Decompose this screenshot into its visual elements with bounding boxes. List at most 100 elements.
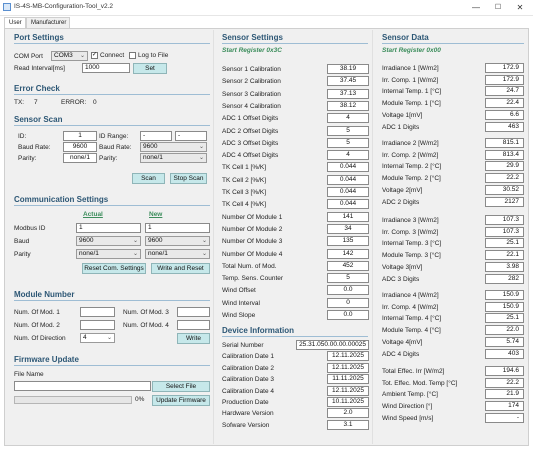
parity-actual-select[interactable]: none/1 ⌄: [76, 249, 141, 259]
scan-id-field[interactable]: 1: [63, 131, 97, 141]
scan-baud-select[interactable]: 9600 ⌄: [140, 142, 207, 152]
mod3-input[interactable]: [177, 307, 210, 317]
sensor-setting-row-2-value[interactable]: 37.13: [327, 88, 369, 99]
sensor-data-g4-r0-value[interactable]: 194.6: [485, 366, 524, 376]
baud-actual-select[interactable]: 9600 ⌄: [76, 236, 141, 246]
sensor-data-g1-r1-value[interactable]: 813.4: [485, 149, 524, 160]
sensor-data-g4-r2-value[interactable]: 21.9: [485, 389, 524, 400]
sensor-setting-row-11-value[interactable]: 0.044: [327, 199, 369, 210]
sensor-data-g3-r2-value[interactable]: 25.1: [485, 313, 524, 324]
sensor-data-g2-r3-value[interactable]: 22.1: [485, 250, 524, 261]
sensor-data-g2-r2-value[interactable]: 25.1: [485, 238, 524, 249]
sensor-setting-row-16-value[interactable]: 452: [327, 260, 369, 271]
sensor-setting-row-13-value[interactable]: 34: [327, 223, 369, 234]
sensor-data-g0-r2-value[interactable]: 24.7: [485, 86, 524, 97]
sensor-setting-row-10-value[interactable]: 0.044: [327, 187, 369, 197]
direction-select[interactable]: 4 ⌄: [80, 333, 115, 343]
sensor-data-g1-r4-value[interactable]: 30.52: [485, 184, 524, 195]
device-info-row-1-value[interactable]: 12.11.2025: [327, 351, 369, 362]
minimize-button[interactable]: —: [472, 3, 480, 12]
maximize-button[interactable]: ☐: [494, 4, 502, 11]
sensor-setting-row-12-value[interactable]: 141: [327, 211, 369, 222]
mod1-input[interactable]: [80, 307, 115, 317]
device-info-row-4-value[interactable]: 12.11.2025: [327, 385, 369, 396]
stop-scan-button[interactable]: Stop Scan: [170, 173, 207, 184]
device-info-row-2-value[interactable]: 12.11.2025: [327, 362, 369, 373]
sensor-data-g0-r1-value[interactable]: 172.9: [485, 74, 524, 85]
mod4-input[interactable]: [177, 320, 210, 330]
error-check-title: Error Check: [14, 84, 60, 93]
device-info-row-5-value[interactable]: 10.11.2025: [327, 397, 369, 407]
sensor-data-g4-r1-value[interactable]: 22.2: [485, 377, 524, 388]
close-button[interactable]: ✕: [516, 3, 524, 12]
sensor-setting-row-8-value[interactable]: 0.044: [327, 162, 369, 173]
parity-comm-label: Parity: [14, 251, 31, 258]
modbus-id-new-input[interactable]: 1: [145, 223, 210, 233]
sensor-setting-row-17-value[interactable]: 5: [327, 273, 369, 284]
select-file-button[interactable]: Select File: [152, 381, 210, 392]
com-port-select[interactable]: COM3 ⌄: [51, 51, 88, 61]
sensor-data-g3-r4-value[interactable]: 5.74: [485, 336, 524, 347]
sensor-data-g3-r1-value[interactable]: 150.9: [485, 301, 524, 312]
baud-new-select[interactable]: 9600 ⌄: [145, 236, 210, 246]
sensor-data-g1-r0-value[interactable]: 815.1: [485, 138, 524, 148]
device-info-row-6-value[interactable]: 2.0: [327, 408, 369, 419]
write-and-reset-button[interactable]: Write and Reset: [151, 263, 210, 274]
sensor-setting-row-1-value[interactable]: 37.45: [327, 76, 369, 87]
sensor-data-g3-r0-label: Irradiance 4 [W/m2]: [382, 292, 439, 299]
sensor-setting-row-0-value[interactable]: 38.19: [327, 64, 369, 74]
sensor-data-g1-r2-value[interactable]: 29.9: [485, 161, 524, 172]
sensor-data-g2-r4-label: Voltage 3[mV]: [382, 263, 423, 271]
sensor-data-g0-r5-value[interactable]: 463: [485, 121, 524, 132]
parity-new-select[interactable]: none/1 ⌄: [145, 249, 210, 259]
sensor-setting-row-18-value[interactable]: 0.0: [327, 285, 369, 296]
sensor-setting-row-9-value[interactable]: 0.044: [327, 174, 369, 185]
sensor-data-g3-r0-value[interactable]: 150.9: [485, 290, 524, 300]
sensor-data-g3-r3-value[interactable]: 22.0: [485, 325, 524, 336]
device-info-row-5-label: Production Date: [222, 399, 269, 406]
sensor-data-g2-r4-value[interactable]: 3.98: [485, 261, 524, 272]
reset-com-settings-button[interactable]: Reset Com. Settings: [82, 263, 146, 274]
sensor-setting-row-19-value[interactable]: 0: [327, 297, 369, 308]
sensor-setting-row-5-value[interactable]: 5: [327, 125, 369, 136]
sensor-setting-row-4-value[interactable]: 4: [327, 113, 369, 124]
id-range-to-input[interactable]: -: [175, 131, 207, 141]
device-info-row-7-value[interactable]: 3.1: [327, 419, 369, 430]
log-to-file-checkbox[interactable]: [129, 52, 136, 59]
device-info-row-3-value[interactable]: 11.11.2025: [327, 374, 369, 385]
scan-parity-select[interactable]: none/1 ⌄: [140, 153, 207, 163]
module-number-title: Module Number: [14, 290, 75, 299]
sensor-data-g4-r3-value[interactable]: 174: [485, 401, 524, 412]
modbus-id-actual: 1: [76, 223, 141, 233]
sensor-setting-row-7-value[interactable]: 4: [327, 150, 369, 161]
file-name-input[interactable]: [14, 381, 151, 391]
sensor-data-g0-r0-value[interactable]: 172.9: [485, 63, 524, 73]
update-firmware-button[interactable]: Update Firmware: [152, 395, 210, 406]
sensor-setting-row-15-value[interactable]: 142: [327, 248, 369, 259]
set-button[interactable]: Set: [133, 63, 167, 74]
scan-button[interactable]: Scan: [132, 173, 165, 184]
sensor-data-g0-r4-value[interactable]: 6.6: [485, 109, 524, 120]
sensor-data-g2-r1-value[interactable]: 107.3: [485, 226, 524, 237]
sensor-data-g3-r3-label: Module Temp. 4 [°C]: [382, 327, 441, 335]
sensor-setting-row-14-value[interactable]: 135: [327, 236, 369, 247]
sensor-data-g0-r3-value[interactable]: 22.4: [485, 98, 524, 109]
write-button[interactable]: Write: [177, 333, 210, 344]
sensor-setting-row-20-value[interactable]: 0.0: [327, 310, 369, 320]
sensor-data-g1-r3-value[interactable]: 22.2: [485, 173, 524, 184]
connect-checkbox[interactable]: ✓: [91, 52, 98, 59]
scan-baud-label: Baud Rate:: [99, 144, 132, 151]
sensor-data-g3-r5-value[interactable]: 403: [485, 348, 524, 359]
sensor-data-g1-r5-value[interactable]: 2127: [485, 196, 524, 207]
device-info-row-0-value[interactable]: 25.31.050.00.00.00025: [296, 340, 369, 350]
sensor-setting-row-6-value[interactable]: 5: [327, 137, 369, 148]
sensor-data-g2-r5-value[interactable]: 282: [485, 273, 524, 284]
id-range-from-input[interactable]: -: [140, 131, 172, 141]
sensor-data-g4-r4-value[interactable]: -: [485, 412, 524, 423]
sensor-data-g4-r4-label: Wind Speed [m/s]: [382, 414, 434, 422]
read-interval-input[interactable]: 1000: [82, 63, 130, 73]
mod2-input[interactable]: [80, 320, 115, 330]
device-info-row-1-label: Calibration Date 1: [222, 353, 275, 361]
sensor-data-g2-r0-value[interactable]: 107.3: [485, 215, 524, 225]
sensor-setting-row-3-value[interactable]: 38.12: [327, 100, 369, 111]
